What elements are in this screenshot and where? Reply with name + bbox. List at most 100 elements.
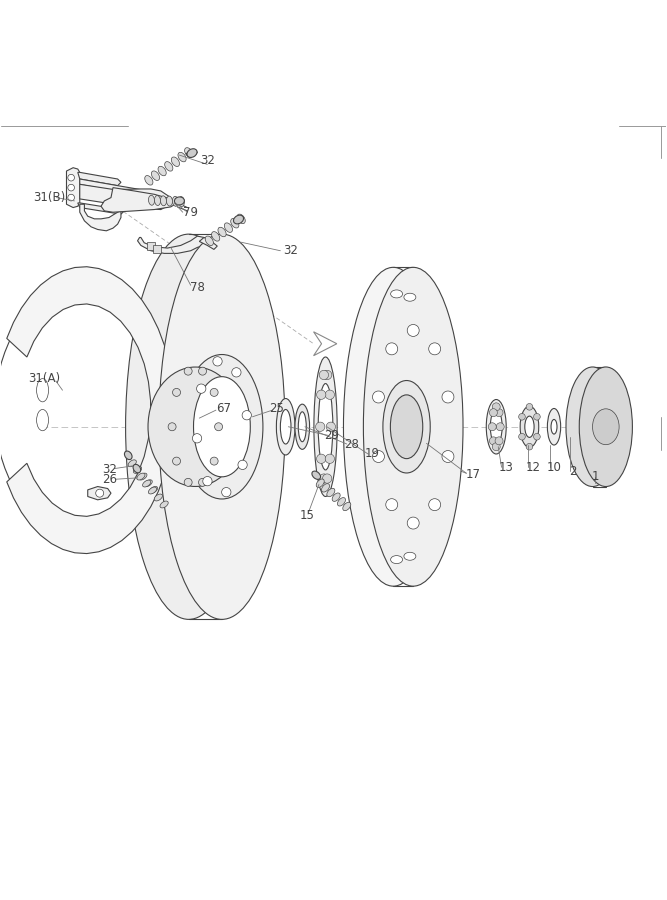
Circle shape [210, 389, 218, 396]
Ellipse shape [551, 419, 557, 434]
Ellipse shape [312, 471, 321, 480]
Circle shape [319, 474, 329, 483]
Ellipse shape [391, 290, 403, 298]
Polygon shape [80, 204, 121, 230]
Text: 79: 79 [183, 206, 198, 219]
Ellipse shape [154, 494, 162, 501]
Ellipse shape [525, 416, 534, 437]
Ellipse shape [211, 231, 219, 241]
Ellipse shape [490, 410, 502, 444]
Text: 17: 17 [466, 468, 480, 482]
Text: 15: 15 [299, 508, 314, 522]
Ellipse shape [218, 228, 226, 237]
Bar [147, 242, 155, 250]
Circle shape [168, 423, 176, 431]
Ellipse shape [181, 355, 263, 499]
Ellipse shape [237, 214, 245, 223]
Ellipse shape [327, 489, 335, 497]
Ellipse shape [167, 196, 173, 206]
Circle shape [372, 451, 384, 463]
Text: 32: 32 [102, 464, 117, 476]
Text: 2: 2 [569, 464, 576, 478]
Ellipse shape [343, 502, 351, 510]
Circle shape [492, 443, 500, 451]
Ellipse shape [148, 367, 243, 487]
Circle shape [386, 343, 398, 355]
Text: 32: 32 [283, 244, 297, 257]
Polygon shape [78, 173, 121, 185]
Ellipse shape [158, 166, 166, 176]
Circle shape [315, 422, 325, 431]
Circle shape [325, 390, 334, 400]
Ellipse shape [391, 555, 403, 563]
Circle shape [490, 436, 498, 445]
Text: 26: 26 [102, 473, 117, 486]
Ellipse shape [143, 480, 151, 487]
Circle shape [242, 410, 251, 420]
Polygon shape [101, 187, 177, 212]
Ellipse shape [276, 399, 295, 455]
Text: 13: 13 [499, 461, 514, 473]
Ellipse shape [316, 479, 324, 488]
Circle shape [429, 499, 441, 510]
Text: 25: 25 [269, 402, 285, 415]
Circle shape [319, 370, 329, 380]
Circle shape [534, 413, 540, 420]
Ellipse shape [172, 196, 179, 206]
Ellipse shape [37, 410, 49, 431]
Circle shape [326, 422, 336, 431]
Ellipse shape [318, 383, 333, 470]
Ellipse shape [133, 464, 141, 473]
Ellipse shape [404, 553, 416, 561]
Circle shape [197, 384, 206, 393]
Circle shape [213, 356, 222, 366]
Ellipse shape [548, 409, 561, 445]
Ellipse shape [149, 486, 157, 493]
Ellipse shape [171, 157, 179, 166]
Ellipse shape [298, 412, 306, 442]
Ellipse shape [161, 196, 167, 206]
Circle shape [488, 423, 496, 431]
Ellipse shape [155, 195, 161, 205]
Bar [153, 245, 161, 253]
Ellipse shape [37, 379, 49, 401]
Ellipse shape [390, 395, 423, 459]
Circle shape [317, 454, 326, 464]
Circle shape [534, 434, 540, 440]
Circle shape [215, 423, 223, 431]
Text: 31(B): 31(B) [33, 191, 65, 204]
Text: 12: 12 [526, 461, 540, 473]
Circle shape [526, 403, 533, 410]
Ellipse shape [145, 176, 153, 185]
Ellipse shape [338, 498, 346, 506]
Polygon shape [78, 202, 124, 214]
Ellipse shape [178, 196, 184, 207]
Ellipse shape [128, 460, 136, 467]
Polygon shape [186, 149, 197, 158]
Circle shape [519, 434, 526, 440]
Ellipse shape [486, 400, 506, 454]
Ellipse shape [139, 473, 147, 480]
Ellipse shape [224, 223, 233, 232]
Ellipse shape [570, 416, 573, 437]
Ellipse shape [137, 473, 145, 480]
Ellipse shape [332, 493, 340, 501]
Ellipse shape [592, 409, 619, 445]
Ellipse shape [321, 483, 329, 492]
Polygon shape [137, 236, 207, 254]
Ellipse shape [185, 148, 193, 157]
Circle shape [492, 403, 500, 410]
Ellipse shape [148, 487, 157, 494]
Circle shape [184, 479, 192, 486]
Text: 19: 19 [365, 447, 380, 461]
Ellipse shape [280, 410, 291, 444]
Polygon shape [80, 184, 171, 210]
Circle shape [442, 391, 454, 403]
Ellipse shape [193, 377, 250, 477]
Circle shape [199, 367, 207, 375]
Ellipse shape [579, 367, 632, 487]
Ellipse shape [314, 357, 337, 497]
Circle shape [68, 194, 75, 201]
Circle shape [408, 518, 419, 529]
Circle shape [442, 451, 454, 463]
